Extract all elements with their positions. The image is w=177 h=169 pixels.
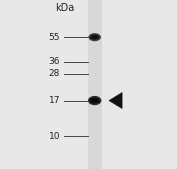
Ellipse shape (91, 99, 98, 102)
Bar (88, 0, 102, 169)
Ellipse shape (88, 33, 101, 41)
Ellipse shape (90, 98, 100, 103)
Ellipse shape (88, 96, 101, 105)
Ellipse shape (92, 36, 98, 39)
Text: 28: 28 (49, 69, 60, 78)
Polygon shape (109, 92, 122, 109)
Text: 36: 36 (49, 57, 60, 66)
Text: 17: 17 (49, 96, 60, 105)
Text: 10: 10 (49, 131, 60, 141)
Ellipse shape (90, 35, 99, 40)
Text: kDa: kDa (55, 3, 74, 13)
Text: 55: 55 (49, 33, 60, 42)
